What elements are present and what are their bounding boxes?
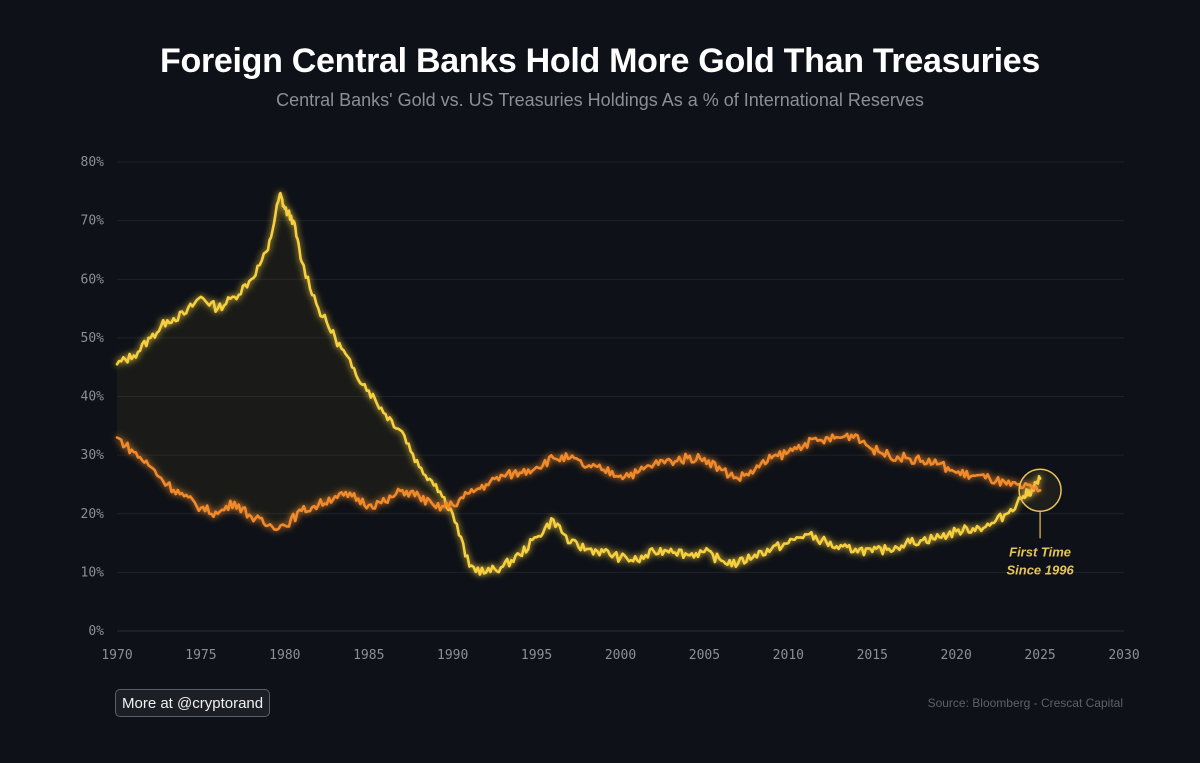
gap-shading xyxy=(117,196,445,526)
more-at-badge[interactable]: More at @cryptorand xyxy=(115,689,271,717)
y-tick-label: 60% xyxy=(81,272,105,287)
y-tick-label: 50% xyxy=(81,331,105,346)
source-note: Source: Bloomberg - Crescat Capital xyxy=(927,696,1123,710)
x-tick-label: 2000 xyxy=(605,648,636,663)
y-tick-label: 70% xyxy=(81,214,105,229)
y-tick-label: 40% xyxy=(81,390,105,405)
y-tick-label: 80% xyxy=(81,155,105,170)
x-tick-label: 2020 xyxy=(941,648,972,663)
x-tick-label: 1975 xyxy=(185,648,216,663)
y-tick-label: 0% xyxy=(88,624,104,639)
x-tick-label: 1985 xyxy=(353,648,384,663)
y-tick-label: 10% xyxy=(81,565,105,580)
gold-series-line xyxy=(115,191,1042,576)
x-tick-label: 1970 xyxy=(101,648,132,663)
axis-ticks: 0% 10% 20% 30% 40% 50% 60% 70% 80% 1970 1975 1980 19… xyxy=(81,155,1140,663)
annotation-circle xyxy=(1018,468,1062,513)
gridlines xyxy=(117,161,1124,632)
chart-title: Foreign Central Banks Hold More Gold Tha… xyxy=(160,42,1040,80)
x-tick-label: 2015 xyxy=(857,648,888,663)
treasuries-series-line xyxy=(115,432,1042,532)
x-tick-label: 1980 xyxy=(269,648,300,663)
x-tick-label: 1995 xyxy=(521,648,552,663)
x-tick-label: 2005 xyxy=(689,648,720,663)
x-tick-label: 2030 xyxy=(1108,648,1139,663)
y-tick-label: 20% xyxy=(81,507,105,522)
x-tick-label: 2010 xyxy=(773,648,804,663)
annotation: First Time Since 1996 xyxy=(1006,468,1074,577)
y-tick-label: 30% xyxy=(81,448,105,463)
annotation-text-line2: Since 1996 xyxy=(1006,562,1074,577)
x-tick-label: 1990 xyxy=(437,648,468,663)
series-lines xyxy=(115,191,1042,576)
annotation-text-line1: First Time xyxy=(1009,544,1071,559)
x-tick-label: 2025 xyxy=(1024,648,1055,663)
chart-subtitle: Central Banks' Gold vs. US Treasuries Ho… xyxy=(276,90,924,110)
